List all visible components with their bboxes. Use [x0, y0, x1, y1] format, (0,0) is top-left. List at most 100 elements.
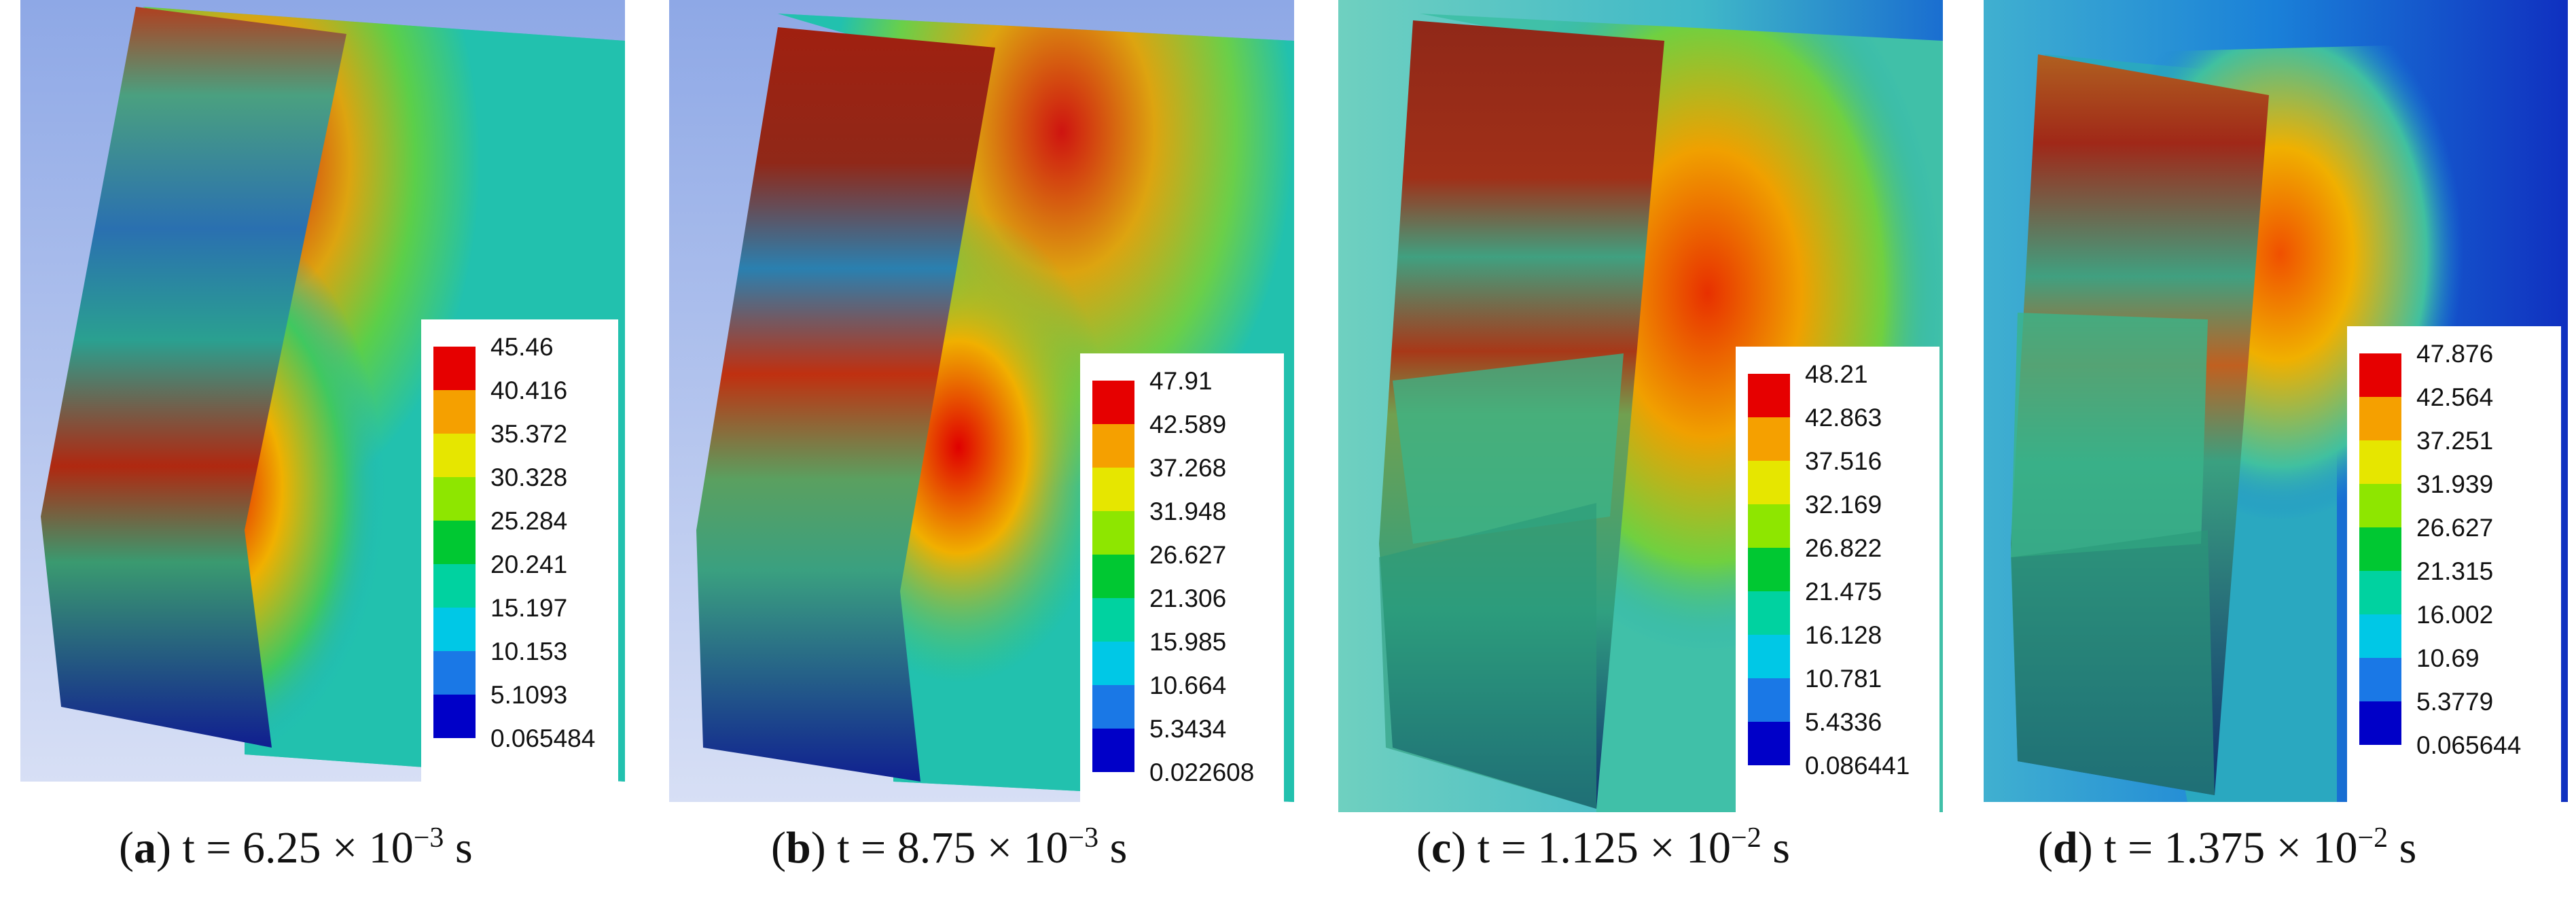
legend-value: 20.241 — [490, 551, 568, 578]
legend-value: 10.781 — [1805, 665, 1882, 693]
legend-swatch — [2359, 658, 2401, 701]
legend-swatch — [1092, 642, 1134, 685]
legend-swatch — [1748, 591, 1790, 635]
caption-letter: d — [2052, 823, 2078, 873]
legend-value: 31.948 — [1149, 497, 1227, 525]
legend-value: 42.589 — [1149, 411, 1227, 438]
legend-value: 10.664 — [1149, 671, 1227, 699]
legend-swatch — [1092, 381, 1134, 424]
caption-time: t = 1.375 × 10 — [2104, 823, 2358, 873]
legend-value: 37.251 — [2416, 427, 2494, 455]
legend-value: 30.328 — [490, 464, 568, 491]
caption-unit: s — [1772, 823, 1790, 873]
caption-exponent: −3 — [1068, 822, 1099, 854]
legend-swatch — [2359, 571, 2401, 614]
legend-value: 45.46 — [490, 333, 554, 361]
legend-swatch — [1748, 678, 1790, 722]
panel-c: 48.21 42.863 37.516 32.169 26.822 21.475… — [1338, 0, 1943, 812]
panel-b: 47.91 42.589 37.268 31.948 26.627 21.306… — [669, 0, 1294, 802]
legend-a: 45.46 40.416 35.372 30.328 25.284 20.241… — [421, 319, 618, 782]
legend-swatch — [1092, 685, 1134, 729]
legend-swatch — [433, 347, 476, 390]
legend-value: 0.086441 — [1805, 752, 1910, 780]
legend-value: 40.416 — [490, 377, 568, 404]
legend-value: 0.065484 — [490, 724, 596, 752]
legend-value: 26.822 — [1805, 534, 1882, 562]
legend-value: 10.153 — [490, 638, 568, 665]
caption-exponent: −3 — [413, 822, 444, 854]
legend-swatch — [1748, 374, 1790, 417]
simulation-image-d — [1984, 0, 2568, 802]
legend-value: 0.065644 — [2416, 731, 2522, 759]
legend-swatch — [433, 564, 476, 608]
legend-swatch — [433, 651, 476, 695]
legend-swatch — [1748, 635, 1790, 678]
legend-value: 35.372 — [490, 420, 568, 448]
legend-swatch — [433, 390, 476, 434]
legend-swatch — [1748, 722, 1790, 765]
legend-value: 10.69 — [2416, 644, 2480, 672]
legend-swatch — [2359, 527, 2401, 571]
legend-value: 21.306 — [1149, 584, 1227, 612]
legend-swatch — [1092, 598, 1134, 642]
legend-value: 16.128 — [1805, 621, 1882, 649]
legend-swatch — [1092, 511, 1134, 555]
legend-value: 37.516 — [1805, 447, 1882, 475]
caption-time: t = 8.75 × 10 — [837, 823, 1069, 873]
legend-value: 15.197 — [490, 594, 568, 622]
legend-value: 47.876 — [2416, 340, 2494, 368]
legend-swatch — [1092, 468, 1134, 511]
legend-value: 42.863 — [1805, 404, 1882, 432]
caption-unit: s — [2399, 823, 2417, 873]
legend-c: 48.21 42.863 37.516 32.169 26.822 21.475… — [1736, 347, 1939, 812]
caption-exponent: −2 — [1731, 822, 1761, 854]
legend-swatch — [433, 695, 476, 738]
legend-swatch — [433, 521, 476, 564]
panel-a: 45.46 40.416 35.372 30.328 25.284 20.241… — [20, 0, 625, 782]
legend-value: 26.627 — [1149, 541, 1227, 569]
caption-a: (a) t = 6.25 × 10−3 s — [119, 822, 473, 873]
caption-letter: b — [785, 823, 811, 873]
panel-d: 47.876 42.564 37.251 31.939 26.627 21.31… — [1984, 0, 2568, 802]
legend-value: 26.627 — [2416, 514, 2494, 542]
legend-swatch — [433, 477, 476, 521]
caption-b: (b) t = 8.75 × 10−3 s — [771, 822, 1128, 873]
caption-exponent: −2 — [2357, 822, 2389, 854]
legend-swatch — [2359, 701, 2401, 745]
legend-d: 47.876 42.564 37.251 31.939 26.627 21.31… — [2347, 326, 2561, 802]
legend-value: 5.3434 — [1149, 715, 1227, 743]
legend-value: 15.985 — [1149, 628, 1227, 656]
caption-letter: a — [133, 823, 156, 873]
legend-value: 25.284 — [490, 507, 568, 535]
legend-swatch — [1748, 417, 1790, 461]
legend-swatch — [1092, 555, 1134, 598]
legend-value: 0.022608 — [1149, 758, 1255, 786]
legend-swatch — [1748, 504, 1790, 548]
legend-value: 5.1093 — [490, 681, 568, 709]
legend-swatch — [2359, 484, 2401, 527]
legend-value: 37.268 — [1149, 454, 1227, 482]
legend-value: 32.169 — [1805, 491, 1882, 519]
legend-value: 21.315 — [2416, 557, 2494, 585]
legend-swatch — [1748, 548, 1790, 591]
legend-swatch — [2359, 614, 2401, 658]
legend-swatch — [433, 608, 476, 651]
legend-swatch — [2359, 440, 2401, 484]
legend-swatch — [1092, 424, 1134, 468]
legend-swatch — [1092, 729, 1134, 772]
legend-value: 42.564 — [2416, 383, 2494, 411]
caption-c: (c) t = 1.125 × 10−2 s — [1416, 822, 1790, 873]
caption-letter: c — [1431, 823, 1452, 873]
caption-time: t = 6.25 × 10 — [182, 823, 414, 873]
legend-value: 21.475 — [1805, 578, 1882, 606]
legend-b: 47.91 42.589 37.268 31.948 26.627 21.306… — [1080, 353, 1284, 802]
legend-value: 5.3779 — [2416, 688, 2494, 716]
legend-value: 47.91 — [1149, 367, 1213, 395]
legend-value: 48.21 — [1805, 360, 1868, 388]
legend-value: 31.939 — [2416, 470, 2494, 498]
legend-value: 16.002 — [2416, 601, 2494, 629]
caption-unit: s — [1109, 823, 1128, 873]
legend-swatch — [2359, 353, 2401, 397]
caption-time: t = 1.125 × 10 — [1477, 823, 1732, 873]
caption-unit: s — [454, 823, 473, 873]
